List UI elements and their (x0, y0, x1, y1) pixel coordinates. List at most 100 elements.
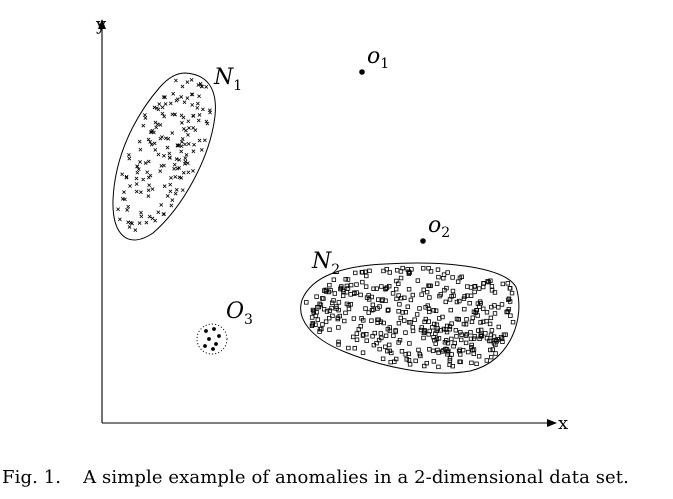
cluster-n2-point (403, 352, 408, 357)
cluster-n2-point (421, 287, 426, 293)
cluster-n1-point (190, 92, 195, 97)
cluster-n1-point (172, 162, 177, 167)
cluster-n2-point (364, 273, 369, 279)
cluster-n2-point (444, 329, 450, 335)
cluster-o3-point (212, 327, 216, 331)
cluster-n1-point (156, 107, 161, 112)
cluster-n2-point (383, 287, 388, 292)
cluster-n1-point (163, 95, 167, 100)
cluster-n2-point (446, 348, 451, 354)
cluster-n2-point (310, 322, 316, 327)
cluster-n1-point (160, 111, 165, 116)
cluster-n2-point (464, 293, 470, 298)
cluster-n2-point (388, 359, 393, 365)
cluster-n2-point (486, 279, 491, 285)
cluster-n1-point (195, 105, 200, 110)
cluster-n2-point (434, 336, 440, 342)
cluster-n2-point (436, 350, 441, 355)
cluster-n2-point (317, 301, 322, 307)
cluster-n2-point (449, 352, 454, 357)
cluster-n1-point (146, 194, 151, 198)
cluster-n2-point (360, 350, 366, 355)
cluster-n2-point (487, 321, 493, 327)
cluster-n2-point (493, 351, 498, 356)
cluster-n1-point (172, 166, 177, 171)
cluster-n2-point (499, 302, 505, 307)
cluster-n1-point (205, 121, 210, 126)
cluster-n2-point (340, 293, 346, 298)
cluster-n2-point (427, 295, 432, 300)
cluster-n1-points (116, 77, 212, 232)
cluster-n2-point (396, 281, 401, 286)
cluster-n1-point (196, 83, 201, 87)
cluster-n1-point (162, 153, 166, 158)
cluster-n1-point (162, 184, 167, 189)
cluster-n1-point (185, 161, 190, 166)
cluster-n1-point (198, 81, 203, 86)
cluster-n2-point (484, 335, 490, 341)
cluster-n1-point (171, 91, 176, 96)
cluster-n2-point (387, 283, 392, 289)
cluster-n1-point (187, 126, 191, 130)
outlier-o1-label: o1 (367, 44, 389, 72)
cluster-n2-point (385, 308, 391, 313)
cluster-n2-point (417, 351, 422, 357)
cluster-n1-point (143, 161, 148, 165)
cluster-n2-point (483, 331, 488, 336)
cluster-n1-point (186, 142, 191, 146)
cluster-n2-point (383, 298, 388, 303)
cluster-n2-point (464, 317, 469, 322)
cluster-n2-point (338, 285, 344, 291)
cluster-n1-point (180, 120, 184, 125)
cluster-n2-point (426, 265, 431, 271)
cluster-n2-point (432, 338, 437, 343)
cluster-n2-point (378, 331, 384, 336)
cluster-n2-point (451, 293, 456, 298)
cluster-n1-point (173, 191, 178, 196)
cluster-n1-point (180, 84, 185, 89)
cluster-n2-point (406, 320, 412, 325)
cluster-n2-point (421, 266, 426, 271)
cluster-n2-point (376, 337, 382, 343)
cluster-n2-point (397, 302, 402, 307)
cluster-n1-point (199, 148, 204, 152)
cluster-n1-point (147, 214, 152, 219)
cluster-n2-point (398, 275, 404, 281)
cluster-n2-point (469, 360, 474, 366)
cluster-n2-point (440, 314, 445, 320)
cluster-n2-point (505, 281, 511, 286)
cluster-n2-point (387, 348, 392, 354)
cluster-n2-point (441, 326, 447, 332)
cluster-n1-point (165, 145, 170, 150)
cluster-n2-point (371, 286, 376, 291)
cluster-n2-point (393, 356, 399, 362)
cluster-n1-point (181, 127, 186, 131)
cluster-n2-point (371, 307, 376, 312)
cluster-n2-point (467, 301, 472, 306)
cluster-n1-point (169, 203, 174, 208)
cluster-n2-point (434, 281, 440, 286)
cluster-n2-point (489, 328, 495, 333)
cluster-n2-point (398, 315, 403, 321)
cluster-n2-point (336, 300, 342, 305)
cluster-n2-point (379, 284, 384, 289)
cluster-n2-point (309, 323, 315, 328)
cluster-n1-point (148, 130, 153, 134)
cluster-n1-point (125, 208, 130, 212)
cluster-n2-point (406, 351, 411, 356)
cluster-n2-point (433, 308, 439, 313)
cluster-n2-point (451, 344, 456, 349)
cluster-n1-point (127, 152, 131, 157)
cluster-n2-point (478, 334, 484, 339)
cluster-o3-point (214, 342, 218, 346)
cluster-n2-point (448, 307, 453, 313)
cluster-n1-point (167, 155, 172, 160)
cluster-n2-point (410, 328, 416, 334)
cluster-n2-point (396, 320, 402, 326)
outlier-o2-point (420, 238, 426, 244)
cluster-n2-point (463, 340, 469, 346)
cluster-n2-point (427, 309, 432, 315)
cluster-n1-point (138, 160, 142, 164)
cluster-n2-point (399, 349, 405, 354)
cluster-n2-point (360, 279, 365, 285)
